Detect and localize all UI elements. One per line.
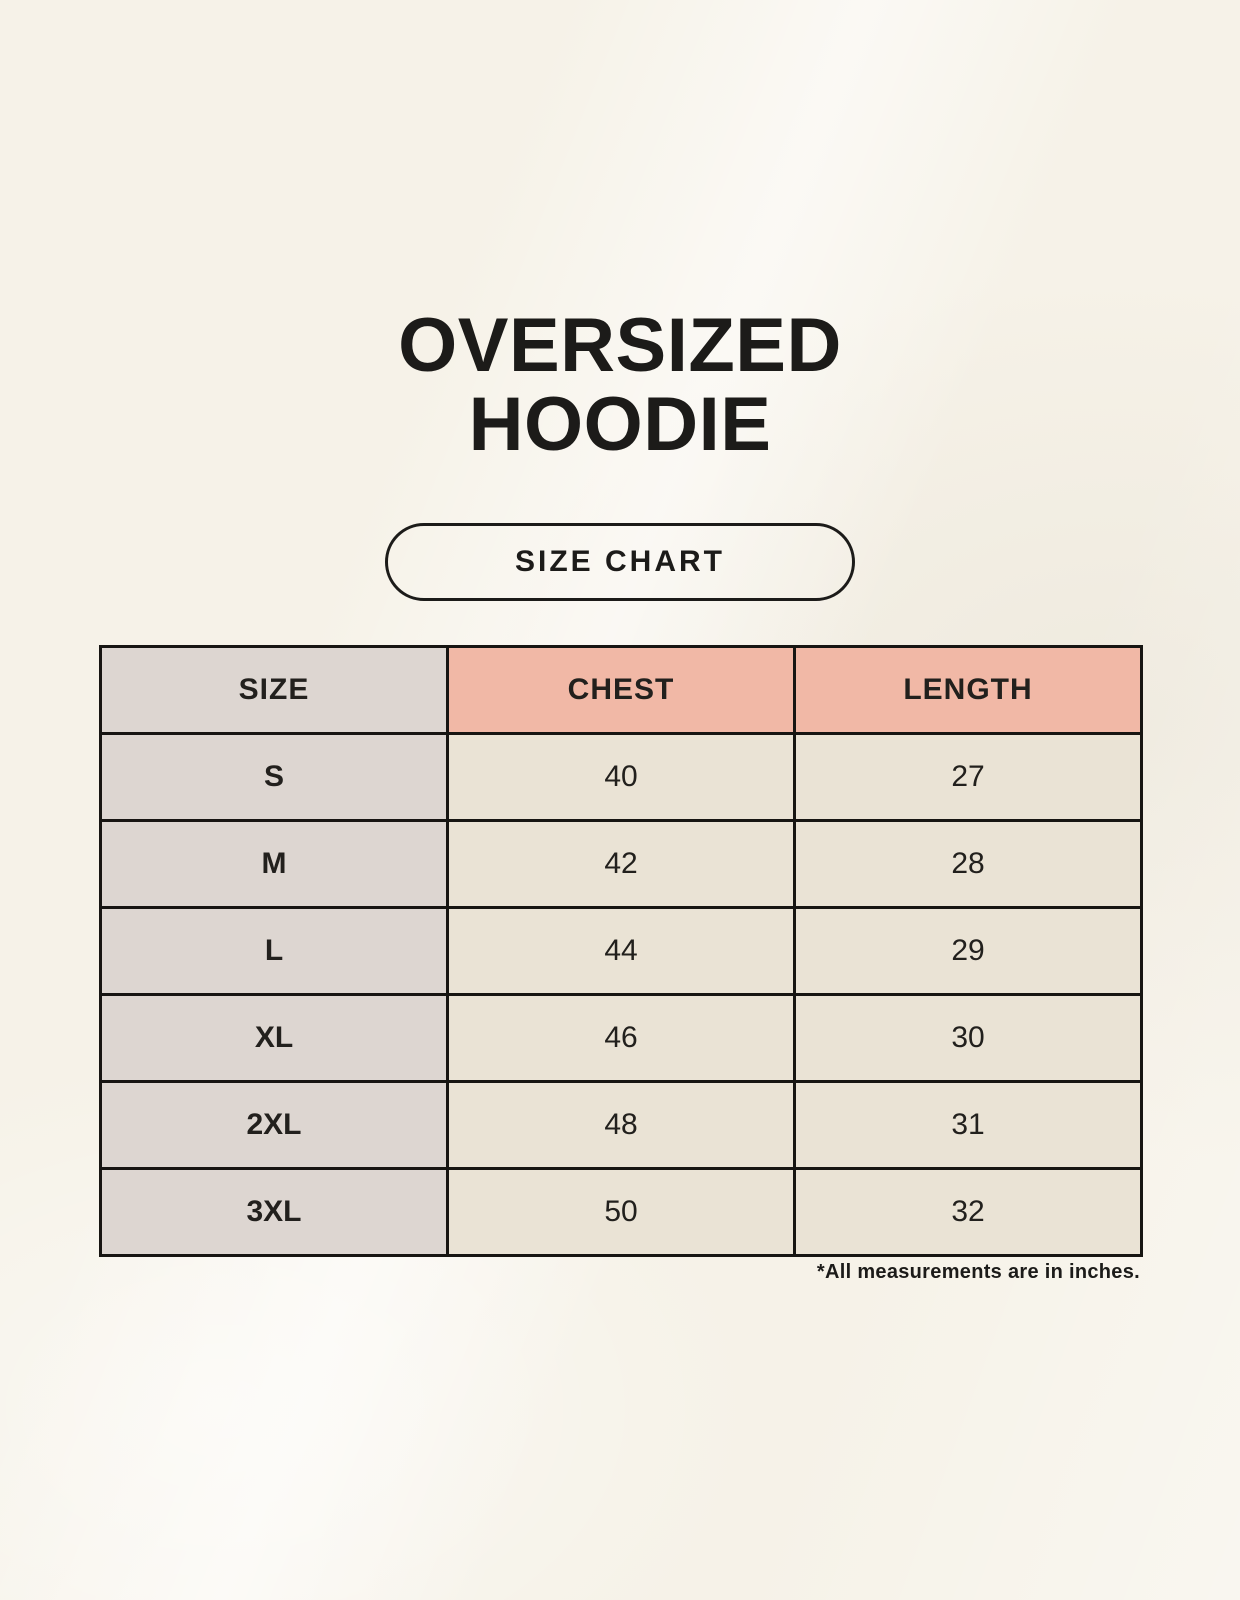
product-title: OVERSIZED HOODIE bbox=[0, 306, 1240, 464]
length-value: 29 bbox=[793, 906, 1143, 996]
size-chart-table: SIZE CHEST LENGTH S 40 27 M 42 28 L 44 2… bbox=[99, 645, 1143, 1257]
table-row: XL 46 30 bbox=[99, 993, 1143, 1083]
chest-value: 42 bbox=[446, 819, 796, 909]
chest-value: 40 bbox=[446, 732, 796, 822]
product-title-line2: HOODIE bbox=[468, 382, 772, 467]
measurements-footnote: *All measurements are in inches. bbox=[816, 1261, 1140, 1283]
length-value: 32 bbox=[793, 1167, 1143, 1257]
column-header-chest: CHEST bbox=[446, 645, 796, 735]
chest-value: 48 bbox=[446, 1080, 796, 1170]
size-label: XL bbox=[99, 993, 449, 1083]
table-header-row: SIZE CHEST LENGTH bbox=[99, 645, 1143, 735]
table-row: 2XL 48 31 bbox=[99, 1080, 1143, 1170]
size-label: S bbox=[99, 732, 449, 822]
chest-value: 44 bbox=[446, 906, 796, 996]
length-value: 31 bbox=[793, 1080, 1143, 1170]
chest-value: 50 bbox=[446, 1167, 796, 1257]
size-label: 3XL bbox=[99, 1167, 449, 1257]
size-label: 2XL bbox=[99, 1080, 449, 1170]
size-chart-button[interactable]: SIZE CHART bbox=[385, 523, 855, 601]
table-row: L 44 29 bbox=[99, 906, 1143, 996]
length-value: 30 bbox=[793, 993, 1143, 1083]
length-value: 28 bbox=[793, 819, 1143, 909]
column-header-length: LENGTH bbox=[793, 645, 1143, 735]
product-title-line1: OVERSIZED bbox=[398, 303, 842, 388]
chest-value: 46 bbox=[446, 993, 796, 1083]
table-row: 3XL 50 32 bbox=[99, 1167, 1143, 1257]
length-value: 27 bbox=[793, 732, 1143, 822]
size-chart-button-label: SIZE CHART bbox=[515, 545, 725, 578]
table-row: M 42 28 bbox=[99, 819, 1143, 909]
size-label: L bbox=[99, 906, 449, 996]
column-header-size: SIZE bbox=[99, 645, 449, 735]
table-row: S 40 27 bbox=[99, 732, 1143, 822]
size-label: M bbox=[99, 819, 449, 909]
